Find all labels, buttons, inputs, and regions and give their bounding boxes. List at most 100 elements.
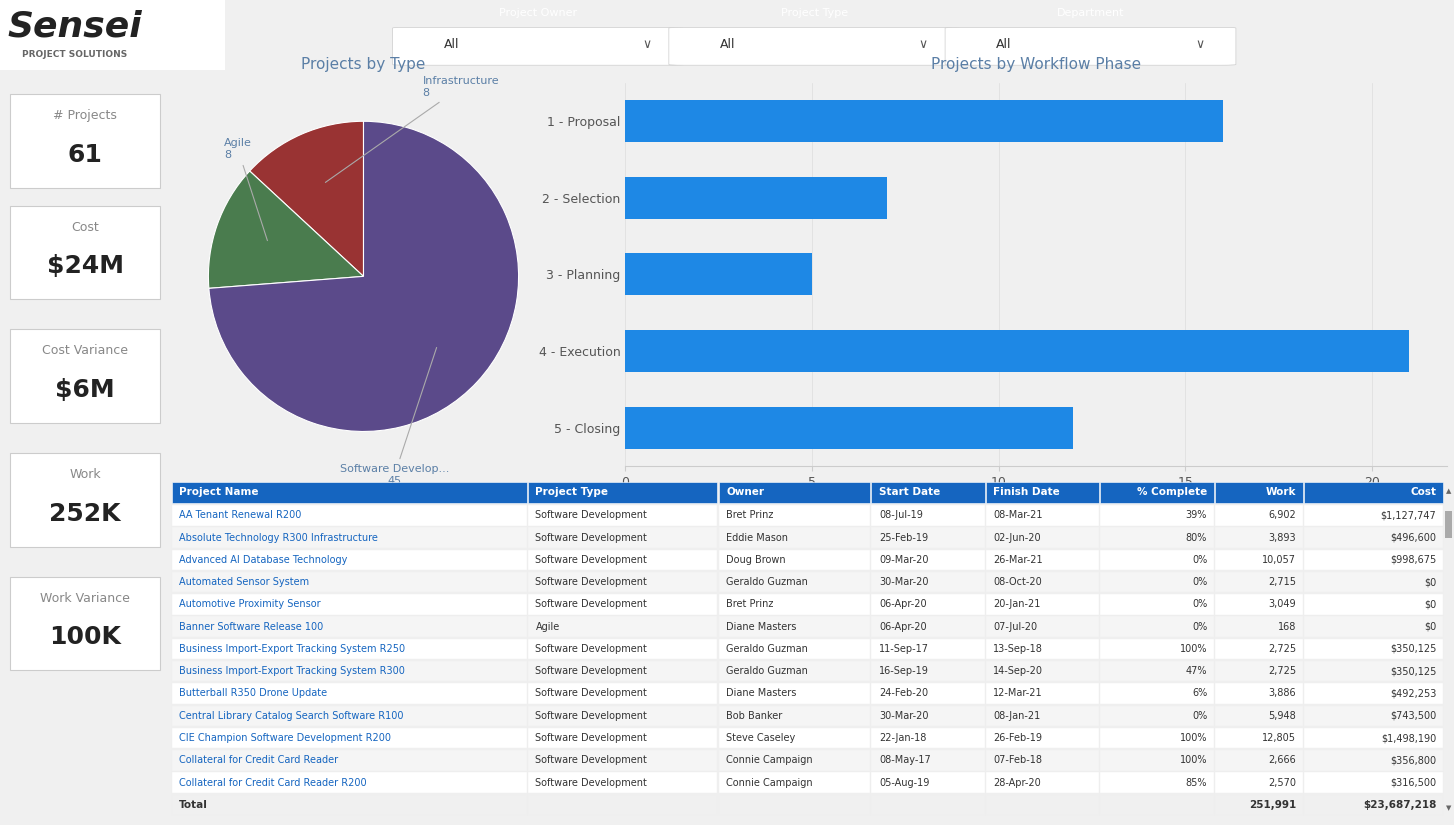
FancyBboxPatch shape — [1216, 639, 1303, 659]
FancyBboxPatch shape — [528, 750, 717, 771]
Text: Software Development: Software Development — [535, 511, 647, 521]
Text: 3,886: 3,886 — [1269, 689, 1297, 699]
Text: Bret Prinz: Bret Prinz — [727, 511, 774, 521]
Text: Software Development: Software Development — [535, 756, 647, 766]
Text: Geraldo Guzman: Geraldo Guzman — [727, 578, 808, 587]
FancyBboxPatch shape — [1101, 549, 1214, 570]
Text: Collateral for Credit Card Reader: Collateral for Credit Card Reader — [179, 756, 339, 766]
Text: 3,049: 3,049 — [1269, 600, 1297, 610]
Text: 100%: 100% — [1179, 733, 1207, 743]
FancyBboxPatch shape — [986, 572, 1099, 592]
FancyBboxPatch shape — [528, 661, 717, 681]
FancyBboxPatch shape — [1101, 750, 1214, 771]
FancyBboxPatch shape — [1101, 661, 1214, 681]
Text: 2,725: 2,725 — [1268, 644, 1297, 654]
Text: Start Date: Start Date — [878, 487, 941, 497]
Text: Software Development: Software Development — [535, 555, 647, 565]
Text: 26-Mar-21: 26-Mar-21 — [993, 555, 1043, 565]
Text: 12,805: 12,805 — [1262, 733, 1297, 743]
FancyBboxPatch shape — [1216, 482, 1303, 503]
FancyBboxPatch shape — [1445, 511, 1451, 538]
FancyBboxPatch shape — [1304, 661, 1442, 681]
Text: 168: 168 — [1278, 622, 1297, 632]
FancyBboxPatch shape — [1216, 661, 1303, 681]
Text: Software Development: Software Development — [535, 689, 647, 699]
FancyBboxPatch shape — [172, 705, 526, 726]
Text: 14-Sep-20: 14-Sep-20 — [993, 667, 1044, 676]
Text: $316,500: $316,500 — [1390, 778, 1437, 788]
FancyBboxPatch shape — [10, 205, 160, 299]
FancyBboxPatch shape — [871, 639, 984, 659]
FancyBboxPatch shape — [1101, 683, 1214, 704]
Text: $23,687,218: $23,687,218 — [1362, 800, 1437, 810]
Text: Connie Campaign: Connie Campaign — [727, 756, 813, 766]
Text: 22-Jan-18: 22-Jan-18 — [878, 733, 926, 743]
FancyBboxPatch shape — [871, 683, 984, 704]
Text: $6M: $6M — [55, 378, 115, 402]
Text: Central Library Catalog Search Software R100: Central Library Catalog Search Software … — [179, 711, 404, 721]
FancyBboxPatch shape — [1304, 728, 1442, 748]
FancyBboxPatch shape — [1304, 772, 1442, 793]
FancyBboxPatch shape — [1304, 482, 1442, 503]
Text: Business Import-Export Tracking System R300: Business Import-Export Tracking System R… — [179, 667, 406, 676]
Text: % Complete: % Complete — [1137, 487, 1207, 497]
Text: 39%: 39% — [1186, 511, 1207, 521]
Text: # Projects: # Projects — [54, 109, 116, 122]
FancyBboxPatch shape — [172, 661, 526, 681]
FancyBboxPatch shape — [718, 794, 869, 815]
FancyBboxPatch shape — [1101, 527, 1214, 548]
Text: 06-Apr-20: 06-Apr-20 — [878, 622, 926, 632]
Text: $356,800: $356,800 — [1390, 756, 1437, 766]
Text: Collateral for Credit Card Reader R200: Collateral for Credit Card Reader R200 — [179, 778, 366, 788]
Text: 2,570: 2,570 — [1268, 778, 1297, 788]
Bar — [625, 177, 887, 219]
Text: Automated Sensor System: Automated Sensor System — [179, 578, 310, 587]
Text: Project Name: Project Name — [179, 487, 259, 497]
FancyBboxPatch shape — [1304, 683, 1442, 704]
Text: 0%: 0% — [1192, 622, 1207, 632]
Text: Cost: Cost — [1410, 487, 1437, 497]
Text: Agile
8: Agile 8 — [224, 139, 268, 241]
FancyBboxPatch shape — [871, 661, 984, 681]
Text: Work: Work — [1266, 487, 1297, 497]
FancyBboxPatch shape — [393, 27, 683, 65]
Text: 252K: 252K — [49, 502, 121, 526]
Text: 3,893: 3,893 — [1269, 533, 1297, 543]
Text: $743,500: $743,500 — [1390, 711, 1437, 721]
Text: ∨: ∨ — [919, 38, 928, 50]
Text: Business Import-Export Tracking System R250: Business Import-Export Tracking System R… — [179, 644, 406, 654]
Wedge shape — [208, 171, 364, 289]
FancyBboxPatch shape — [528, 728, 717, 748]
FancyBboxPatch shape — [172, 572, 526, 592]
FancyBboxPatch shape — [986, 594, 1099, 615]
FancyBboxPatch shape — [986, 661, 1099, 681]
Text: Software Development: Software Development — [535, 733, 647, 743]
FancyBboxPatch shape — [172, 527, 526, 548]
Text: 47%: 47% — [1185, 667, 1207, 676]
Text: 0%: 0% — [1192, 578, 1207, 587]
FancyBboxPatch shape — [871, 527, 984, 548]
Text: 11-Sep-17: 11-Sep-17 — [878, 644, 929, 654]
FancyBboxPatch shape — [986, 705, 1099, 726]
FancyBboxPatch shape — [528, 572, 717, 592]
FancyBboxPatch shape — [871, 505, 984, 526]
FancyBboxPatch shape — [172, 728, 526, 748]
Text: 100%: 100% — [1179, 756, 1207, 766]
Text: 30-Mar-20: 30-Mar-20 — [878, 711, 929, 721]
Text: 07-Jul-20: 07-Jul-20 — [993, 622, 1038, 632]
FancyBboxPatch shape — [871, 616, 984, 637]
Text: 09-Mar-20: 09-Mar-20 — [878, 555, 929, 565]
FancyBboxPatch shape — [1304, 572, 1442, 592]
FancyBboxPatch shape — [0, 0, 225, 70]
Text: All: All — [720, 38, 736, 50]
Text: 30-Mar-20: 30-Mar-20 — [878, 578, 929, 587]
FancyBboxPatch shape — [172, 616, 526, 637]
FancyBboxPatch shape — [172, 794, 526, 815]
Text: Software Development: Software Development — [535, 600, 647, 610]
Text: 02-Jun-20: 02-Jun-20 — [993, 533, 1041, 543]
FancyBboxPatch shape — [1216, 505, 1303, 526]
FancyBboxPatch shape — [718, 705, 869, 726]
Text: Finish Date: Finish Date — [993, 487, 1060, 497]
FancyBboxPatch shape — [871, 482, 984, 503]
Text: 08-Jul-19: 08-Jul-19 — [878, 511, 923, 521]
